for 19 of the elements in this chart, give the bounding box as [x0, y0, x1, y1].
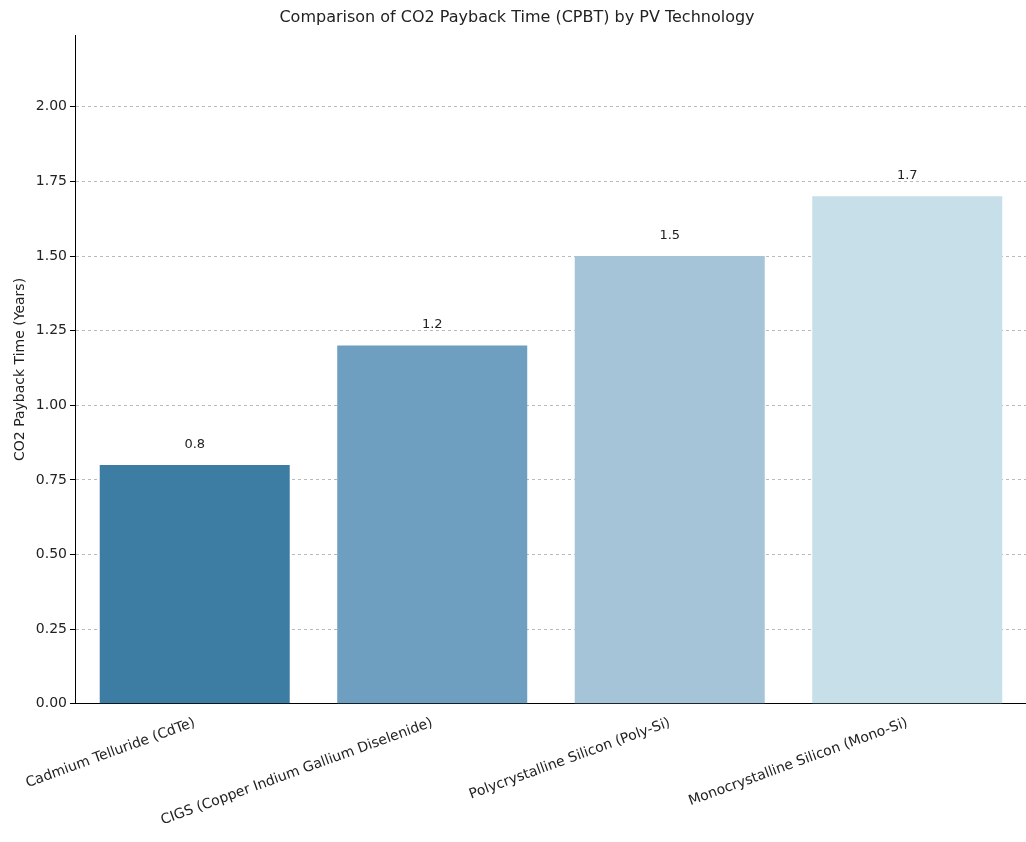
y-tick-label: 0.75: [35, 470, 67, 487]
data-label: 1.7: [896, 167, 918, 183]
data-label: 1.2: [421, 316, 443, 332]
bar: [99, 464, 290, 704]
bar: [337, 345, 528, 704]
y-tick-label: 1.50: [35, 246, 67, 263]
bar: [574, 256, 765, 704]
y-tick-label: 1.75: [35, 172, 67, 189]
bar: [812, 196, 1003, 704]
y-tick-label: 0.50: [35, 545, 67, 562]
y-tick-label: 1.25: [35, 321, 67, 338]
y-tick-label: 1.00: [35, 395, 67, 412]
y-tick-label: 0.00: [35, 694, 67, 711]
data-label: 0.8: [184, 435, 206, 451]
y-tick-label: 2.00: [35, 97, 67, 114]
y-axis-title: CO2 Payback Time (Years): [11, 277, 28, 461]
data-label: 1.5: [659, 226, 681, 242]
y-tick-label: 0.25: [35, 619, 67, 636]
chart-title: Comparison of CO2 Payback Time (CPBT) by PV Technology: [279, 6, 755, 26]
